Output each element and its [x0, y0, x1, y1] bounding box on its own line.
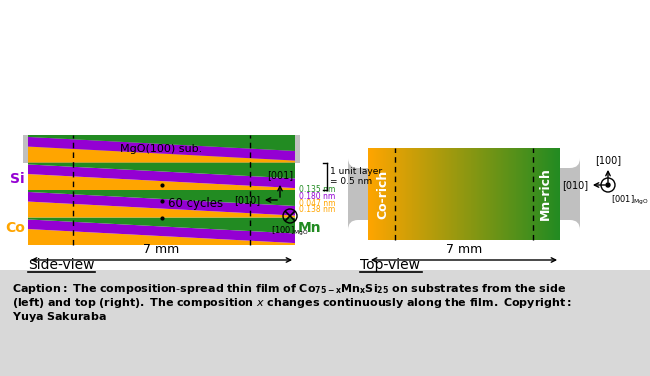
Polygon shape [28, 202, 295, 217]
Text: $\bf{Yuya\ Sakuraba}$: $\bf{Yuya\ Sakuraba}$ [12, 310, 107, 324]
Text: Mn: Mn [298, 221, 322, 235]
Text: [100]: [100] [595, 155, 621, 165]
Bar [0, 0, 650, 270]
Polygon shape [28, 229, 295, 245]
Text: Co: Co [5, 221, 25, 235]
Bar [0, 270, 650, 376]
Polygon shape [28, 162, 295, 179]
Text: $[100]_{\mathrm{MgO}}$: $[100]_{\mathrm{MgO}}$ [271, 225, 309, 238]
Text: 60 cycles: 60 cycles [168, 197, 222, 210]
Text: [001]: [001] [267, 170, 293, 180]
Circle shape [606, 183, 610, 187]
Text: $\bf{Caption:}$ $\bf{The\ composition\text{-}spread\ thin\ film\ of\ Co}$$\mathb: $\bf{Caption:}$ $\bf{The\ composition\te… [12, 282, 566, 296]
Bar [23, 135, 300, 163]
Polygon shape [28, 217, 295, 233]
Polygon shape [28, 164, 295, 188]
Text: [010]: [010] [234, 195, 260, 205]
Text: Si: Si [10, 172, 25, 186]
Polygon shape [28, 137, 295, 161]
Text: Side-view: Side-view [28, 258, 94, 272]
Text: MgO(100) sub.: MgO(100) sub. [120, 144, 203, 154]
Text: 0.138 nm: 0.138 nm [299, 205, 335, 214]
Text: $[001]_{\mathrm{MgO}}$: $[001]_{\mathrm{MgO}}$ [611, 194, 649, 207]
Polygon shape [28, 220, 295, 243]
Text: [010]: [010] [562, 180, 588, 190]
Text: 0.135 nm: 0.135 nm [299, 185, 335, 194]
Text: 0.047 nm: 0.047 nm [299, 199, 335, 208]
Polygon shape [28, 147, 295, 162]
Polygon shape [28, 174, 295, 190]
Text: 0.180 nm: 0.180 nm [299, 192, 335, 201]
FancyBboxPatch shape [348, 158, 580, 230]
Text: Mn-rich: Mn-rich [538, 168, 551, 220]
Text: 7 mm: 7 mm [144, 243, 179, 256]
Polygon shape [28, 192, 295, 215]
Text: 7 mm: 7 mm [446, 243, 482, 256]
Polygon shape [28, 135, 295, 151]
Text: Co-rich: Co-rich [376, 169, 389, 218]
Polygon shape [28, 190, 295, 206]
Text: $\bf{(left)\ and\ top\ (right).\ The\ composition\ }$$\it{x}$$\bf{\ changes\ con: $\bf{(left)\ and\ top\ (right).\ The\ co… [12, 296, 572, 310]
Text: Top-view: Top-view [360, 258, 420, 272]
Text: 1 unit layer
= 0.5 nm: 1 unit layer = 0.5 nm [330, 167, 382, 186]
